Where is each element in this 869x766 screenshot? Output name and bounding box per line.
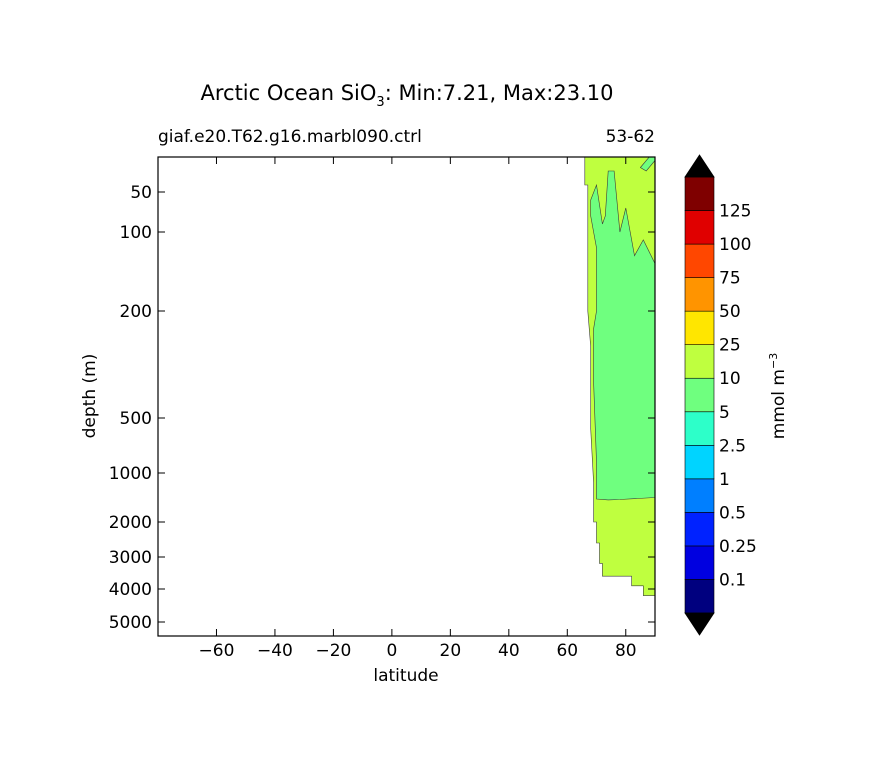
contour-regions — [584, 156, 656, 596]
plot-area: −60 −40 −20 0 20 40 60 80 50 100 200 500 1000 2000 30… — [109, 156, 656, 661]
colorbar-tick-label: 0.25 — [719, 537, 757, 557]
y-tick-label: 3000 — [109, 548, 152, 568]
colorbar-label-text: mmol m — [769, 369, 789, 439]
chart-subtitle-right: 53-62 — [606, 127, 655, 147]
chart-subtitle-left: giaf.e20.T62.g16.marbl090.ctrl — [158, 127, 422, 147]
colorbar-band — [684, 310, 715, 345]
colorbar-tick-label: 2.5 — [719, 436, 746, 456]
colorbar-tick-label: 0.5 — [719, 503, 746, 523]
y-tick-label: 2000 — [109, 513, 152, 533]
x-tick-label: 60 — [556, 641, 578, 661]
colorbar: 0.1 0.25 0.5 1 2.5 5 10 25 50 75 100 125 — [684, 154, 757, 636]
x-tick-label: −20 — [315, 641, 351, 661]
colorbar-band — [684, 277, 715, 312]
colorbar-band — [684, 210, 715, 245]
x-tick-label: −40 — [257, 641, 293, 661]
colorbar-tick-label: 75 — [719, 269, 741, 289]
colorbar-extend-min — [684, 612, 715, 636]
plot-background — [158, 157, 655, 636]
x-tick-label: 0 — [386, 641, 397, 661]
y-tick-label: 100 — [120, 223, 152, 243]
colorbar-tick-label: 25 — [719, 336, 741, 356]
colorbar-band — [684, 545, 715, 580]
y-axis: 50 100 200 500 1000 2000 3000 4000 5000 — [109, 183, 655, 633]
colorbar-tick-label: 10 — [719, 369, 741, 389]
colorbar-label: mmol m−3 — [767, 353, 789, 439]
y-tick-label: 1000 — [109, 464, 152, 484]
colorbar-band — [684, 512, 715, 547]
chart-title-subscript: 3 — [376, 95, 384, 110]
colorbar-tick-label: 5 — [719, 403, 730, 423]
colorbar-tick-label: 1 — [719, 470, 730, 490]
plot-frame — [157, 156, 656, 637]
colorbar-extend-max — [684, 154, 715, 178]
contour-region-2 — [590, 170, 656, 501]
y-tick-label: 200 — [120, 302, 152, 322]
colorbar-band — [684, 411, 715, 446]
chart-title: Arctic Ocean SiO3: Min:7.21, Max:23.10 — [200, 81, 613, 110]
y-axis-label: depth (m) — [80, 354, 100, 439]
y-tick-label: 500 — [120, 409, 152, 429]
colorbar-band — [684, 243, 715, 278]
colorbar-label-superscript: −3 — [767, 353, 780, 369]
x-axis-label: latitude — [373, 666, 438, 686]
x-axis: −60 −40 −20 0 20 40 60 80 — [199, 157, 637, 661]
y-tick-label: 5000 — [109, 613, 152, 633]
colorbar-band — [684, 176, 715, 211]
y-tick-label: 4000 — [109, 580, 152, 600]
chart-title-suffix: : Min:7.21, Max:23.10 — [385, 81, 614, 105]
colorbar-band — [684, 377, 715, 413]
x-tick-label: 20 — [440, 641, 462, 661]
colorbar-tick-label: 100 — [719, 235, 751, 255]
colorbar-band — [684, 344, 715, 379]
colorbar-tick-label: 125 — [719, 202, 751, 222]
colorbar-band — [684, 445, 715, 480]
colorbar-band — [684, 478, 715, 513]
colorbar-tick-label: 50 — [719, 302, 741, 322]
colorbar-tick-label: 0.1 — [719, 570, 746, 590]
x-tick-label: 80 — [615, 641, 637, 661]
x-tick-label: 40 — [498, 641, 520, 661]
x-tick-label: −60 — [199, 641, 235, 661]
chart-title-prefix: Arctic Ocean SiO — [200, 81, 376, 105]
colorbar-band — [684, 579, 715, 614]
y-tick-label: 50 — [130, 183, 152, 203]
